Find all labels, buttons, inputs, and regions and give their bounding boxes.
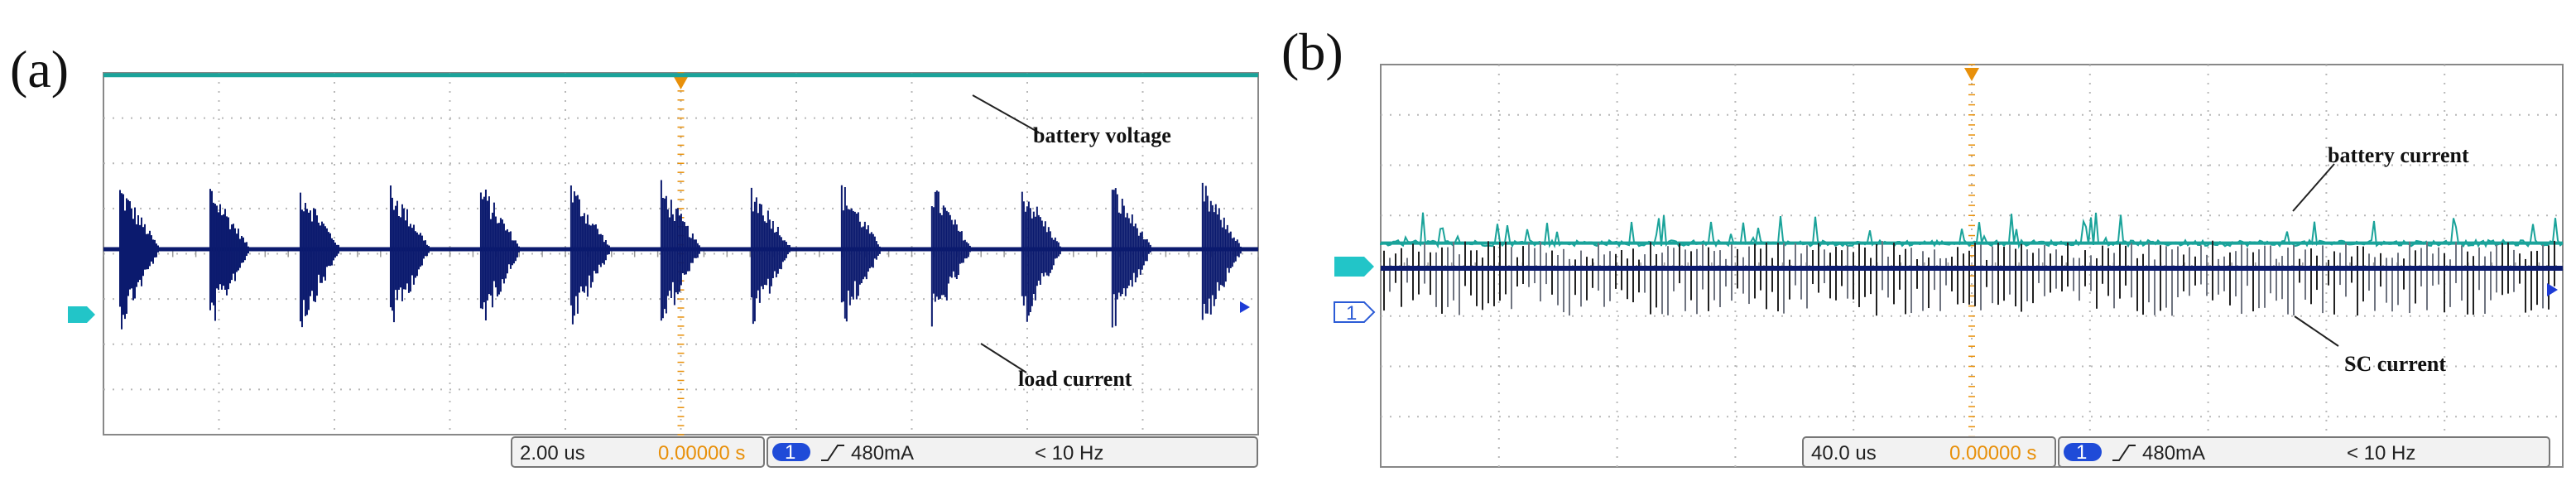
channel-marker-label-b: 1	[1346, 302, 1357, 325]
panel-a: (a) battery voltage load current 2.00 us…	[10, 40, 1259, 468]
frequency-a: < 10 Hz	[1035, 442, 1103, 464]
trigger-marker	[1964, 68, 1979, 81]
panel-label-a: (a)	[10, 40, 69, 99]
channel-badge-a	[772, 443, 810, 461]
traces-a	[103, 73, 1258, 330]
right-marker-a	[1240, 301, 1250, 313]
status-bar-b: 40.0 us 0.00000 s 1 480mA < 10 Hz	[1802, 436, 2550, 468]
panel-b: (b) 1 battery current SC current 40.0 us…	[1281, 22, 2564, 468]
ground-marker-a	[68, 306, 95, 323]
trigger-position-a: 0.00000 s	[658, 442, 745, 464]
annotation-arrow-sc-current	[2294, 315, 2339, 347]
annotation-arrow-battery-current	[2292, 163, 2335, 212]
trigger-marker	[673, 76, 689, 89]
timebase-box-a	[511, 436, 765, 468]
channel-number-b: 1	[2076, 441, 2087, 464]
status-bar-a: 2.00 us 0.00000 s 1 480mA < 10 Hz	[511, 436, 1258, 468]
annotation-battery-voltage: battery voltage	[1033, 123, 1171, 147]
rising-edge-icon-b	[2112, 445, 2136, 461]
timebase-a: 2.00 us	[520, 442, 585, 464]
traces-b	[1380, 212, 2564, 316]
annotation-arrow-load-current	[980, 343, 1027, 373]
channel-marker-b	[1334, 301, 1376, 323]
rising-edge-icon	[821, 445, 844, 461]
annotation-battery-current: battery current	[2328, 143, 2469, 167]
annotation-arrow-battery-voltage	[972, 94, 1040, 133]
ground-marker-b	[1334, 257, 1374, 277]
channel-badge-b	[2064, 443, 2102, 461]
frequency-b: < 10 Hz	[2347, 442, 2415, 464]
timebase-box-b	[1802, 436, 2056, 468]
annotation-sc-current: SC current	[2344, 352, 2446, 376]
grid-b	[1380, 64, 2564, 468]
panel-label-b: (b)	[1281, 22, 1343, 81]
timebase-b: 40.0 us	[1811, 442, 1877, 464]
trigger-box-a	[767, 436, 1258, 468]
grid-a	[103, 72, 1259, 435]
trigger-box-b	[2058, 436, 2550, 468]
trigger-level-a: 480mA	[851, 442, 914, 464]
trigger-position-b: 0.00000 s	[1949, 442, 2036, 464]
trigger-level-b: 480mA	[2142, 442, 2205, 464]
channel-number-a: 1	[785, 441, 795, 464]
right-marker-b	[2547, 283, 2558, 296]
annotation-load-current: load current	[1018, 367, 1132, 391]
